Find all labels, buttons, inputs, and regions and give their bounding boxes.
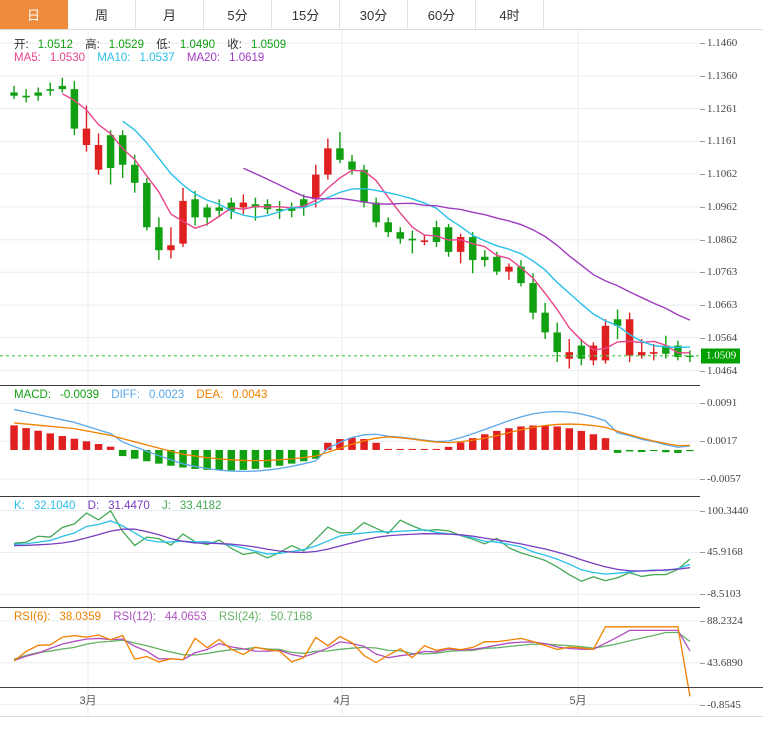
axis-tick-mark: [700, 76, 705, 78]
axis-tick-label: 0.0017: [707, 435, 738, 448]
price-panel[interactable]: 开: 1.0512 高: 1.0529 低: 1.0490 收: 1.0509 MA5:…: [0, 30, 700, 385]
axis-tick-label: -8.5103: [707, 588, 741, 601]
macd-panel[interactable]: MACD: -0.0039 DIFF: 0.0023 DEA: 0.0043: [0, 386, 700, 496]
date-label-0: 3月: [79, 695, 97, 707]
tab-4[interactable]: 15分: [272, 0, 340, 29]
axis-tick-mark: [700, 239, 705, 241]
tab-6[interactable]: 60分: [408, 0, 476, 29]
axis-tick-mark: [700, 552, 705, 554]
axis-tick-mark: [700, 206, 705, 208]
axis-tick-mark: [700, 441, 705, 443]
axis-tick-label: 0.0091: [707, 397, 738, 410]
axis-tick-label: -0.8545: [707, 698, 741, 711]
tabbar-filler: [544, 0, 763, 29]
axis-tick-label: 1.1161: [707, 135, 737, 148]
axis-tick-label: 1.1360: [707, 70, 738, 83]
rsi-chart-canvas[interactable]: [0, 608, 700, 717]
axis-tick-label: 1.0962: [707, 200, 738, 213]
axis-tick-mark: [700, 479, 705, 481]
date-label-2: 5月: [569, 695, 587, 707]
axis-tick-label: 1.0564: [707, 331, 738, 344]
kdj-panel[interactable]: K: 32.1040 D: 31.4470 J: 33.4182: [0, 497, 700, 607]
axis-tick-label: 88.2324: [707, 614, 743, 627]
current-price-badge: 1.0509: [701, 348, 741, 364]
tab-5[interactable]: 30分: [340, 0, 408, 29]
macd-panel-separator: [0, 385, 700, 386]
axis-tick-label: 1.0663: [707, 299, 738, 312]
axis-tick-label: 100.3440: [707, 504, 749, 517]
tab-1[interactable]: 周: [68, 0, 136, 29]
rsi-panel-separator: [0, 607, 700, 608]
axis-tick-label: -0.0057: [707, 473, 741, 486]
timeframe-tabbar: 日周月 5分 15分 30分 60分 4时: [0, 0, 763, 30]
axis-tick-label: 1.0464: [707, 364, 738, 377]
axis-tick-mark: [700, 594, 705, 596]
axis-tick-label: 1.1460: [707, 37, 738, 50]
axis-tick-mark: [700, 403, 705, 405]
tab-7[interactable]: 4时: [476, 0, 544, 29]
axis-tick-mark: [700, 43, 705, 45]
axis-tick-mark: [700, 141, 705, 143]
kdj-chart-canvas[interactable]: [0, 497, 700, 607]
axis-tick-mark: [700, 305, 705, 307]
macd-chart-canvas[interactable]: [0, 386, 700, 496]
kdj-panel-separator: [0, 496, 700, 497]
axis-tick-label: 45.9168: [707, 546, 743, 559]
price-chart-canvas[interactable]: [0, 30, 700, 385]
axis-tick-mark: [700, 370, 705, 372]
axis-tick-mark: [700, 337, 705, 339]
axis-tick-label: 1.1062: [707, 167, 738, 180]
tab-2[interactable]: 月: [136, 0, 204, 29]
axis-tick-mark: [700, 620, 705, 622]
axis-tick-mark: [700, 662, 705, 664]
axis-tick-mark: [700, 510, 705, 512]
axis-tick-label: 1.1261: [707, 102, 738, 115]
axis-tick-mark: [700, 108, 705, 110]
value-axis: 1.1460 1.1360 1.1261 1.1161 1.1062 1.0962 1.08…: [700, 30, 763, 717]
axis-tick-mark: [700, 704, 705, 706]
axis-tick-mark: [700, 272, 705, 274]
axis-tick-label: 43.6890: [707, 656, 743, 669]
date-label-1: 4月: [333, 695, 351, 707]
chart-frame: 开: 1.0512 高: 1.0529 低: 1.0490 收: 1.0509 MA5:…: [0, 30, 763, 747]
axis-tick-label: 1.0862: [707, 233, 738, 246]
date-axis: 3月 4月 5月: [0, 687, 763, 717]
axis-tick-label: 1.0763: [707, 266, 738, 279]
axis-tick-mark: [700, 173, 705, 175]
tab-0[interactable]: 日: [0, 0, 68, 29]
tab-3[interactable]: 5分: [204, 0, 272, 29]
